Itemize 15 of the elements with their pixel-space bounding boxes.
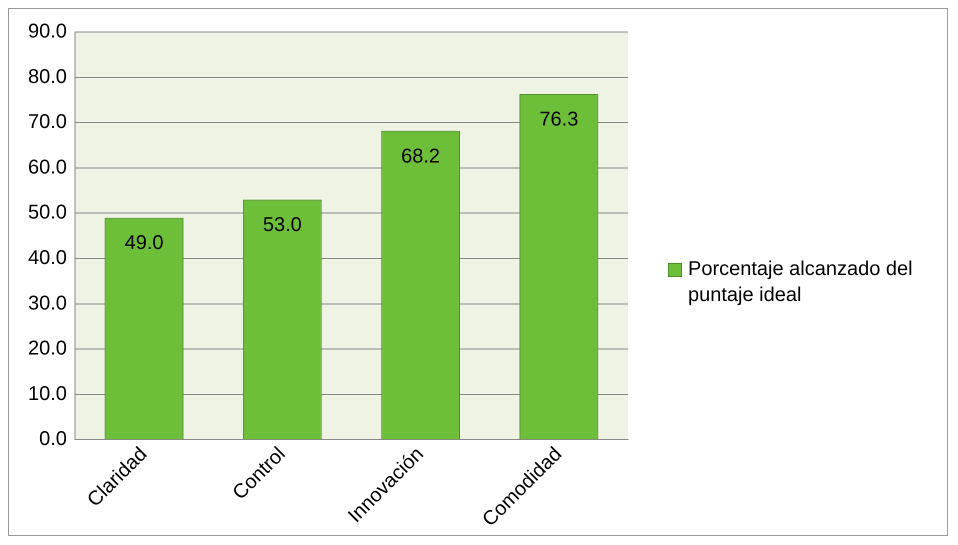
- y-tick-label: 80.0: [28, 66, 67, 88]
- y-tick-label: 60.0: [28, 156, 67, 178]
- y-tick-label: 90.0: [28, 20, 67, 43]
- legend-label: Porcentaje alcanzado del puntaje ideal: [688, 257, 914, 308]
- y-tick-label: 50.0: [28, 202, 67, 224]
- y-tick-label: 10.0: [28, 382, 67, 405]
- y-tick-label: 30.0: [28, 292, 67, 314]
- data-label: 68.2: [401, 145, 440, 168]
- y-tick-label: 70.0: [28, 111, 67, 134]
- y-tick-label: 20.0: [28, 338, 67, 360]
- data-label: 76.3: [539, 108, 578, 131]
- y-tick-label: 40.0: [28, 247, 67, 270]
- data-label: 53.0: [262, 214, 302, 236]
- y-tick-label: 0.0: [39, 428, 67, 450]
- data-label: 49.0: [124, 232, 164, 254]
